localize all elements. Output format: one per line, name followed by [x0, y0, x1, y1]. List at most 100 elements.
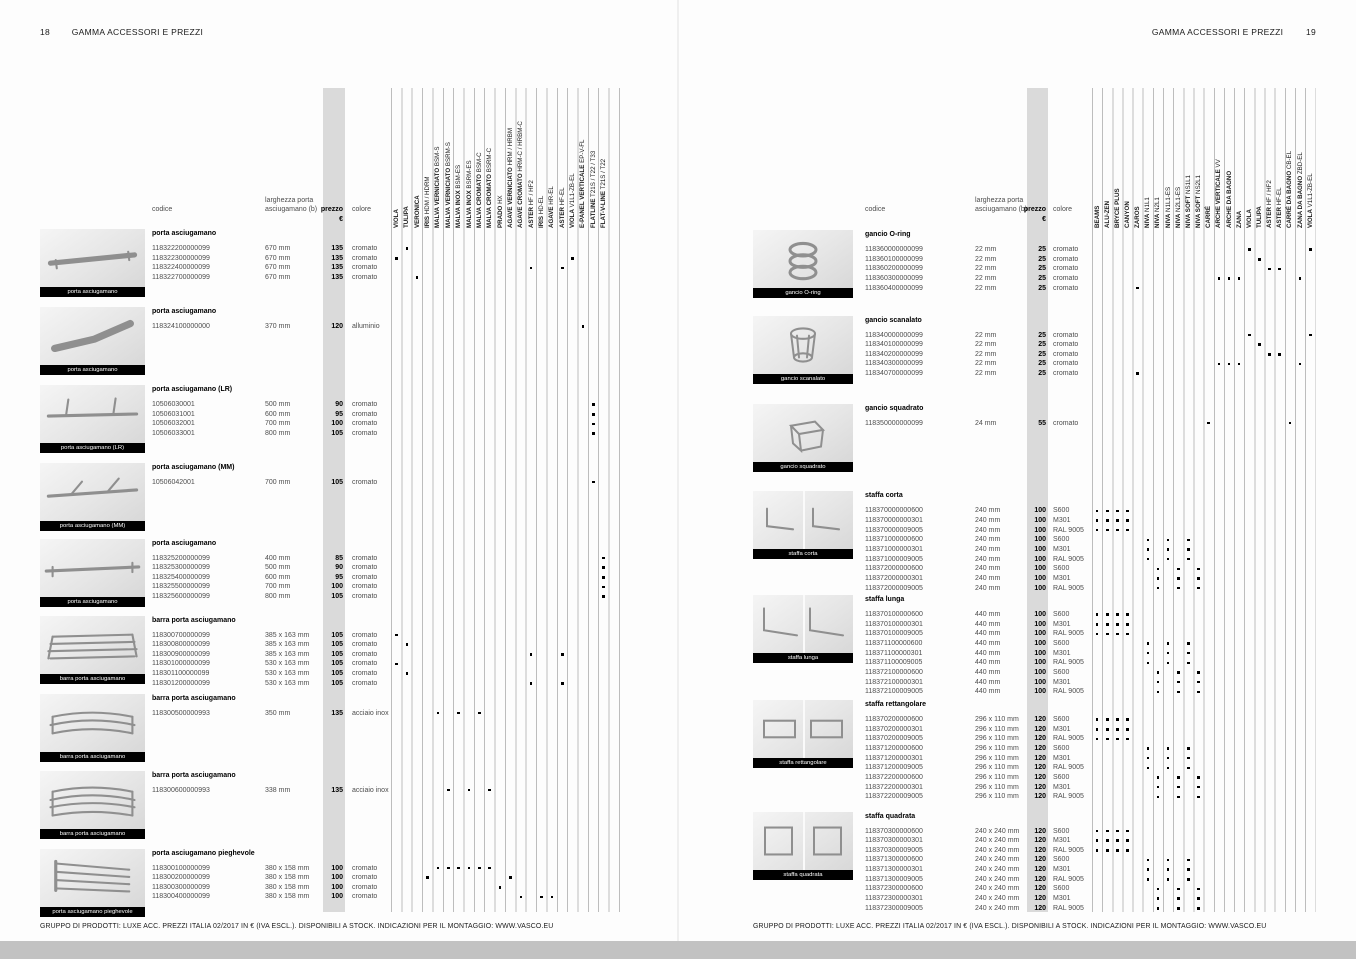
photo-caption: barra porta asciugamano: [40, 673, 145, 684]
table-header-larghezza-1: larghezza porta: [265, 197, 314, 204]
table-header-larghezza-1: larghezza porta: [975, 197, 1024, 204]
row-color: RAL 9005: [1053, 688, 1084, 696]
compat-dot: [1166, 642, 1170, 645]
row-size: 440 mm: [975, 668, 1001, 676]
product-code: 118370200000301: [865, 725, 923, 733]
compat-dot: [1095, 839, 1099, 843]
row-size: 440 mm: [975, 688, 1001, 696]
row-price: 100: [1034, 688, 1046, 696]
row-size: 296 x 110 mm: [975, 725, 1019, 733]
product-illustration: [46, 397, 139, 418]
row-color: cromato: [1053, 255, 1079, 263]
product-code: 118325500000099: [152, 583, 210, 591]
product-code: 118372100000600: [865, 668, 923, 676]
compat-dot: [1166, 766, 1170, 770]
product-name: gancio O-ring: [865, 231, 911, 238]
compat-dot: [1126, 613, 1129, 616]
product-code: 118370100000301: [865, 620, 923, 628]
product-code: 118360200000099: [865, 265, 923, 273]
row-color: S600: [1053, 744, 1070, 752]
row-size: 240 x 240 mm: [975, 866, 1020, 874]
row-price: 25: [1038, 284, 1046, 292]
compat-dot: [436, 711, 440, 715]
compat-dot: [1116, 632, 1119, 636]
compat-dot: [1166, 858, 1170, 862]
compat-dot: [602, 556, 605, 560]
compat-dot: [1248, 248, 1251, 251]
compat-dot: [1258, 257, 1261, 261]
compat-dot: [1156, 897, 1160, 900]
compat-dot: [1268, 353, 1271, 356]
product-code: 118300800000099: [152, 641, 210, 649]
product-name: porta asciugamano pieghevole: [152, 849, 255, 857]
product-illustration: [47, 250, 138, 270]
row-size: 296 x 110 mm: [975, 744, 1019, 752]
row-color: cromato: [352, 679, 378, 687]
compat-dot: [1197, 586, 1200, 590]
compat-dot: [405, 247, 409, 250]
row-price: 25: [1038, 341, 1046, 349]
compat-dot: [457, 866, 460, 870]
compat-dot: [405, 643, 409, 647]
row-color: cromato: [352, 478, 378, 486]
compat-dot: [529, 266, 533, 270]
compat-dot: [592, 480, 595, 484]
compat-dot: [1146, 878, 1150, 881]
compat-dot: [1166, 548, 1170, 551]
product-code: 118370200000600: [865, 716, 923, 723]
row-price: 100: [1034, 526, 1046, 534]
compat-dot: [1105, 509, 1109, 513]
matrix-column-label-text: NIVA N1L1-ES: [1164, 186, 1172, 228]
row-color: S600: [1053, 668, 1070, 676]
row-size: 440 mm: [975, 611, 1001, 618]
matrix-column-label-text: IRIS HD-EL: [538, 195, 546, 228]
product-code: 118372200000301: [865, 783, 923, 791]
row-price: 105: [331, 679, 343, 687]
product-code: 10506032001: [152, 420, 195, 428]
row-price: 120: [1034, 895, 1046, 903]
row-color: cromato: [352, 264, 378, 272]
product-code: 118370300009005: [865, 846, 923, 854]
compat-dot: [560, 653, 564, 656]
product-name: barra porta asciugamano: [152, 616, 236, 624]
row-price: 25: [1038, 360, 1046, 368]
product-code: 118360100000099: [865, 255, 923, 263]
compat-dot: [1197, 795, 1200, 799]
compat-dot: [1156, 671, 1160, 674]
row-color: cromato: [1053, 419, 1079, 427]
product-code: 118301000000099: [152, 660, 210, 668]
row-price: 120: [1034, 875, 1046, 883]
row-size: 338 mm: [265, 786, 291, 794]
compat-dot: [602, 595, 605, 598]
matrix-column-label-text: VIOLA V1L1-ZB-EL: [569, 173, 577, 228]
compat-dot: [1176, 795, 1180, 799]
compat-dot: [1095, 622, 1099, 626]
row-size: 296 x 110 mm: [975, 716, 1019, 723]
compat-dot: [1156, 907, 1160, 910]
compat-dot: [1197, 690, 1200, 694]
row-color: M301: [1053, 678, 1071, 686]
row-size: 500 mm: [265, 564, 291, 572]
compat-dot: [592, 422, 595, 426]
compat-dot: [1116, 849, 1119, 852]
compat-dot: [1105, 519, 1109, 522]
row-price: 25: [1038, 331, 1046, 339]
compat-dot: [592, 432, 595, 435]
row-color: S600: [1053, 611, 1070, 618]
product-code: 118325600000099: [152, 593, 210, 601]
compatibility-matrix: [391, 88, 621, 912]
row-color: M301: [1053, 895, 1071, 903]
product-code: 118340000000099: [865, 331, 923, 339]
compat-dot: [1126, 718, 1129, 721]
row-price: 25: [1038, 370, 1046, 378]
product-code: 118340300000099: [865, 360, 923, 368]
table-header-prezzo: prezzo: [320, 206, 343, 213]
row-price: 100: [1034, 555, 1046, 563]
row-price: 25: [1038, 274, 1046, 282]
matrix-column-label-text: MALVA CROMATO BSM-C: [475, 152, 483, 228]
row-size: 380 x 158 mm: [265, 883, 310, 891]
row-size: 296 x 110 mm: [975, 735, 1019, 743]
compat-dot: [1258, 343, 1261, 347]
row-color: cromato: [352, 554, 378, 562]
row-price: 85: [335, 554, 343, 562]
